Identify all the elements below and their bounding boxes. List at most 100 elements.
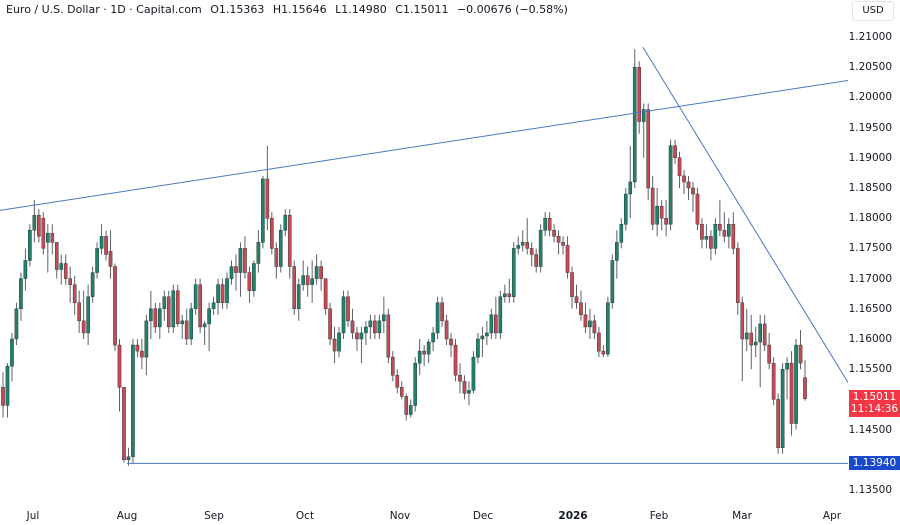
candle xyxy=(776,399,780,448)
time-tick: Jul xyxy=(26,510,40,522)
candle xyxy=(431,332,435,343)
candle xyxy=(243,248,247,273)
candle xyxy=(440,302,444,322)
candle xyxy=(592,320,597,334)
candle xyxy=(507,293,512,297)
candle xyxy=(556,236,561,243)
candle xyxy=(780,369,785,448)
candle xyxy=(561,242,565,246)
candle xyxy=(1,387,5,406)
candle xyxy=(265,178,270,219)
candle xyxy=(171,290,176,328)
candle xyxy=(377,320,382,334)
candle xyxy=(278,230,283,267)
candle xyxy=(489,314,494,334)
price-tick: 1.16000 xyxy=(848,333,892,345)
candle xyxy=(623,193,628,225)
candle xyxy=(803,377,807,399)
candle xyxy=(749,332,754,346)
symbol-title[interactable]: Euro / U.S. Dollar · 1D · Capital.com xyxy=(6,3,202,16)
candle xyxy=(404,396,409,415)
candle xyxy=(180,320,185,325)
candle xyxy=(216,284,220,303)
time-tick: Mar xyxy=(732,510,752,522)
candle xyxy=(771,362,776,400)
candle xyxy=(704,236,709,240)
candle xyxy=(422,350,426,355)
candle xyxy=(140,350,144,358)
candle xyxy=(511,248,516,297)
candle xyxy=(99,236,104,249)
candle xyxy=(144,320,149,358)
candle xyxy=(520,242,525,246)
candle xyxy=(534,254,538,267)
candle xyxy=(355,332,359,340)
trendline xyxy=(0,79,848,211)
candle xyxy=(565,245,570,273)
candle xyxy=(727,224,731,237)
candle xyxy=(41,217,46,249)
candle xyxy=(574,296,579,303)
candle xyxy=(131,344,135,457)
candle xyxy=(709,236,713,249)
candle xyxy=(700,224,704,240)
candle xyxy=(314,266,319,279)
candle xyxy=(50,233,55,243)
candle xyxy=(252,263,256,291)
candle xyxy=(373,320,377,334)
candle xyxy=(718,224,722,231)
candle xyxy=(664,217,668,225)
candle xyxy=(305,275,310,285)
time-tick: Feb xyxy=(649,510,669,522)
price-tick: 1.16500 xyxy=(848,302,892,315)
candle xyxy=(158,308,162,328)
candle xyxy=(646,109,650,189)
candle xyxy=(789,362,794,424)
candle xyxy=(72,284,77,303)
candle xyxy=(270,217,274,249)
candle xyxy=(476,338,480,358)
price-tick: 1.13500 xyxy=(848,484,892,496)
price-tick: 1.20500 xyxy=(848,61,892,74)
candle xyxy=(364,326,368,334)
candle xyxy=(583,314,588,328)
candle xyxy=(193,284,198,310)
candle xyxy=(296,284,301,310)
price-axis[interactable]: 1.21000 1.20500 1.20000 1.19500 1.19000 1.185… xyxy=(848,0,900,525)
currency-button[interactable]: USD xyxy=(852,1,894,21)
ohlc-high: H1.15646 xyxy=(272,3,327,16)
candle xyxy=(655,205,659,225)
price-tick: 1.19000 xyxy=(848,151,892,164)
candle xyxy=(650,187,655,225)
candle xyxy=(126,456,131,460)
candle xyxy=(37,214,41,237)
candle xyxy=(274,248,279,267)
candle xyxy=(516,245,521,249)
candle xyxy=(637,66,642,122)
candle xyxy=(525,242,530,249)
candle xyxy=(453,344,458,376)
support-price-label: 1.13940 xyxy=(849,456,900,470)
price-tick: 1.17000 xyxy=(848,272,892,285)
candle xyxy=(332,338,337,352)
price-tick: 1.14500 xyxy=(848,423,892,436)
candle xyxy=(686,181,691,189)
candle xyxy=(458,375,462,382)
last-price-value: 1.15011 xyxy=(852,391,897,403)
candle xyxy=(350,320,355,334)
candle xyxy=(435,302,440,334)
candlestick-plot[interactable] xyxy=(0,0,848,500)
candle xyxy=(202,323,207,328)
candle xyxy=(86,296,90,334)
candle xyxy=(90,272,95,297)
candle xyxy=(32,214,37,231)
candle xyxy=(23,260,28,279)
candle xyxy=(28,230,32,261)
candle xyxy=(426,341,431,355)
candle xyxy=(149,308,153,322)
time-tick: Apr xyxy=(822,510,842,522)
time-tick: Aug xyxy=(116,510,138,522)
candle xyxy=(117,344,122,388)
candle xyxy=(337,332,341,352)
candle xyxy=(408,405,413,415)
